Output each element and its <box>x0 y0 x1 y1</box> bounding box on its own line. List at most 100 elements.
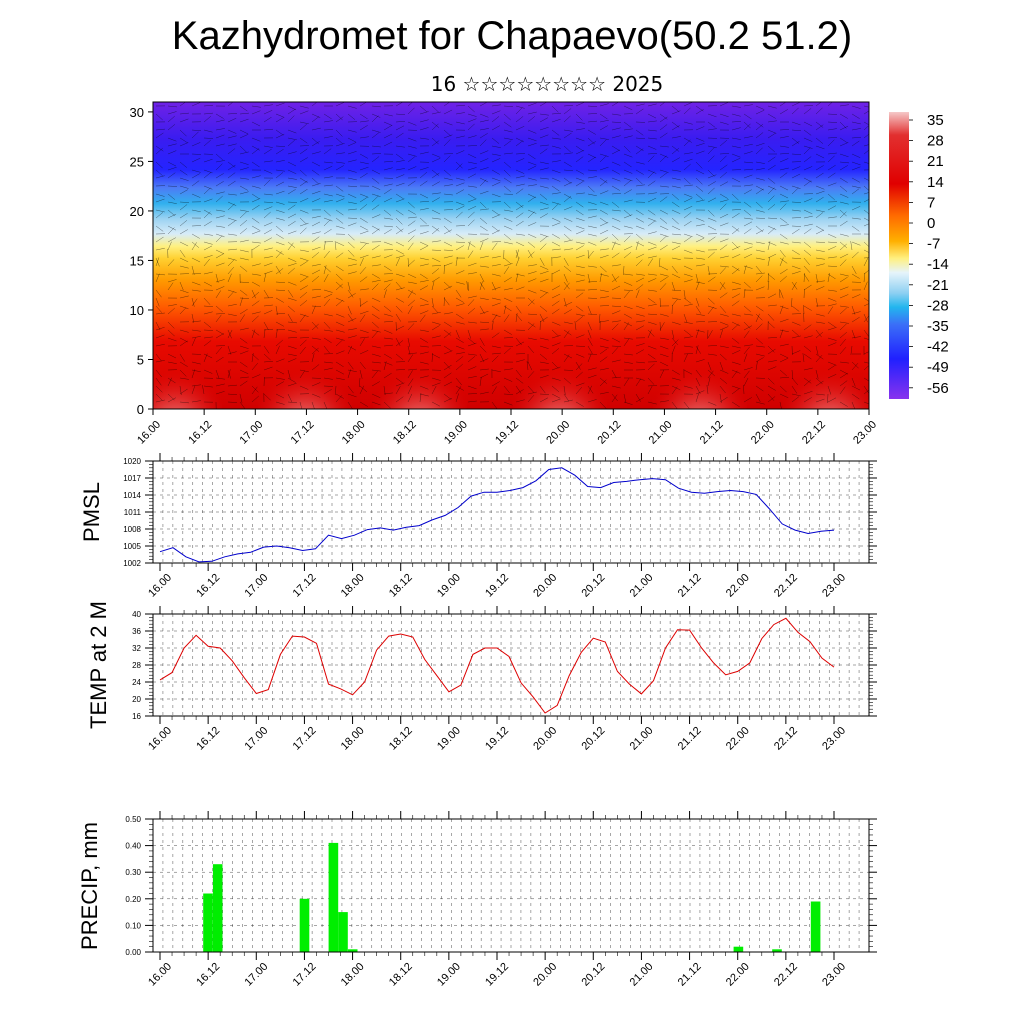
y-tick-label: 40 <box>132 610 141 619</box>
precip-bar <box>772 949 782 952</box>
x-tick-label: 22.12 <box>772 725 800 753</box>
field-time-label: 20.12 <box>595 419 623 447</box>
precip-bar <box>203 893 213 952</box>
x-tick-label: 18.00 <box>339 725 367 753</box>
colorbar-label: -56 <box>927 380 949 397</box>
x-tick-label: 21.12 <box>676 961 704 989</box>
precip-bar <box>347 949 358 952</box>
precip-bar <box>212 864 223 952</box>
x-tick-label: 22.00 <box>724 961 752 989</box>
precip-bar <box>338 912 348 952</box>
wind-barb-field <box>155 102 869 409</box>
field-time-label: 22.00 <box>749 419 777 447</box>
x-tick-label: 22.12 <box>772 572 800 600</box>
x-tick-label: 19.12 <box>483 725 511 753</box>
x-tick-label: 19.00 <box>435 572 463 600</box>
warm-cell <box>153 340 223 409</box>
y-tick-label: 1014 <box>123 491 141 500</box>
y-tick-label: 20 <box>132 695 141 704</box>
precipitation-axes: 0.00 0.10 0.20 0.30 0.40 0.50 16.00 16.12 17.00 1… <box>125 811 877 989</box>
colorbar-label: -14 <box>927 256 949 273</box>
x-tick-label: 17.12 <box>291 725 319 753</box>
chart-title: Kazhydromet for Chapaevo(50.2 51.2) <box>171 14 853 58</box>
colorbar-label: 35 <box>927 112 944 129</box>
field-time-label: 17.00 <box>237 419 265 447</box>
wind-vectors <box>155 102 869 409</box>
field-time-label: 18.00 <box>340 419 368 447</box>
temperature-line <box>159 617 835 714</box>
height-tick-label: 10 <box>130 303 144 318</box>
x-tick-label: 19.12 <box>483 961 511 989</box>
y-tick-label: 28 <box>132 661 141 670</box>
colorbar-label: -49 <box>927 359 949 376</box>
precipitation-bars <box>203 842 821 952</box>
warm-cell <box>372 340 468 409</box>
precipitation-axis-label: PRECIP, mm <box>77 822 102 950</box>
x-tick-label: 19.00 <box>435 961 463 989</box>
precip-bar <box>328 842 339 952</box>
x-tick-label: 16.12 <box>194 725 222 753</box>
x-tick-label: 20.00 <box>531 725 559 753</box>
field-time-label: 22.12 <box>800 419 828 447</box>
x-tick-label: 23.00 <box>820 725 848 753</box>
warm-cell <box>257 340 353 409</box>
colorbar-label: -7 <box>927 236 940 253</box>
warm-surface-cells <box>153 340 869 409</box>
pmsl-panel: 1002 1005 1008 1011 1014 1017 1020 16.00 16.12 17… <box>79 453 877 600</box>
y-tick-label: 32 <box>132 644 141 653</box>
pmsl-line <box>159 467 835 563</box>
height-axis: 0 5 10 15 20 25 30 <box>130 105 153 417</box>
x-tick-label: 18.12 <box>387 725 415 753</box>
x-tick-label: 17.12 <box>291 961 319 989</box>
precipitation-frame <box>152 818 870 953</box>
precip-bar <box>299 898 310 952</box>
x-tick-label: 20.12 <box>579 961 607 989</box>
x-tick-label: 22.00 <box>724 725 752 753</box>
field-time-label: 21.12 <box>698 419 726 447</box>
height-tick-label: 15 <box>130 253 144 268</box>
chart-subtitle: 16 ☆☆☆☆☆☆☆☆ 2025 <box>430 72 664 96</box>
field-time-label: 23.00 <box>851 419 879 447</box>
y-tick-label: 16 <box>132 712 141 721</box>
temperature-cross-section: 0 5 10 15 20 25 30 16.00 16.12 17.00 17.12 18.00 18… <box>130 101 879 447</box>
x-tick-label: 17.00 <box>242 725 270 753</box>
x-tick-label: 21.00 <box>628 961 656 989</box>
precipitation-panel: 0.00 0.10 0.20 0.30 0.40 0.50 16.00 16.12 17.00 1… <box>77 811 877 989</box>
warm-cell <box>652 340 748 409</box>
y-tick-label: 24 <box>132 678 141 687</box>
x-tick-label: 20.12 <box>579 725 607 753</box>
x-tick-label: 18.00 <box>339 572 367 600</box>
x-tick-label: 17.12 <box>291 572 319 600</box>
y-tick-label: 1017 <box>123 474 141 483</box>
colorbar-labels: 35 28 21 14 7 0 -7 -14 -21 -28 -35 -42 -49 -56 <box>909 112 949 397</box>
pmsl-axis-label: PMSL <box>79 482 104 542</box>
temperature-panel: 16 20 24 28 32 36 40 16.00 16.12 17.00 17.12 18.00 1… <box>86 601 877 753</box>
height-tick-label: 0 <box>137 402 144 417</box>
y-tick-label: 0.10 <box>125 921 141 930</box>
colorbar-label: 28 <box>927 133 944 150</box>
colorbar-label: 21 <box>927 153 944 170</box>
x-tick-label: 18.12 <box>387 961 415 989</box>
height-tick-label: 25 <box>130 154 144 169</box>
field-time-axis: 16.00 16.12 17.00 17.12 18.00 18.12 19.00 19.12… <box>135 409 879 447</box>
colorbar-label: -28 <box>927 297 949 314</box>
x-tick-label: 17.00 <box>242 572 270 600</box>
x-tick-label: 21.00 <box>628 572 656 600</box>
field-time-label: 19.12 <box>493 419 521 447</box>
pmsl-axes: 1002 1005 1008 1011 1014 1017 1020 16.00 16.12 17… <box>123 453 877 600</box>
x-tick-label: 16.00 <box>146 725 174 753</box>
x-tick-label: 23.00 <box>820 961 848 989</box>
field-background <box>153 102 869 409</box>
colorbar-label: 0 <box>927 215 935 232</box>
x-tick-label: 16.00 <box>146 961 174 989</box>
y-tick-label: 1020 <box>123 457 141 466</box>
y-tick-label: 0.20 <box>125 895 141 904</box>
x-tick-label: 22.00 <box>724 572 752 600</box>
temperature-axis-label: TEMP at 2 M <box>86 601 111 729</box>
height-tick-label: 5 <box>137 352 144 367</box>
colorbar-label: 7 <box>927 194 935 211</box>
colorbar-label: -21 <box>927 277 949 294</box>
field-time-label: 19.00 <box>442 419 470 447</box>
temperature-grid <box>153 613 869 717</box>
